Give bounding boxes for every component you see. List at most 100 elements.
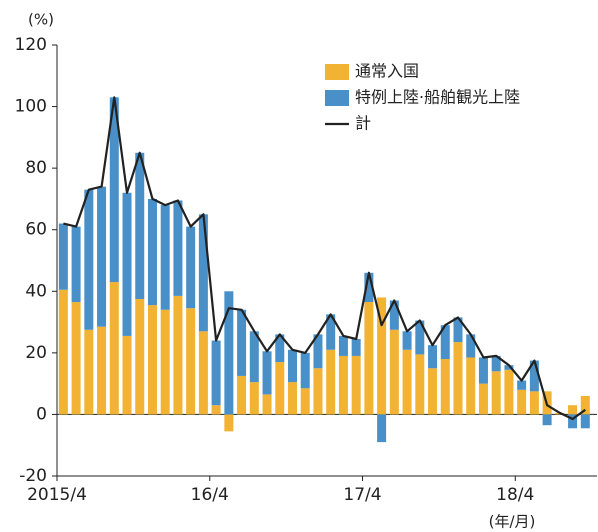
bar — [428, 345, 438, 369]
bar — [402, 349, 412, 415]
bar — [109, 97, 119, 283]
total-line — [63, 96, 586, 421]
bar — [478, 383, 488, 415]
bar — [135, 298, 145, 415]
bar — [440, 325, 450, 360]
bar — [440, 359, 450, 415]
bar — [97, 326, 107, 415]
legend-swatch — [325, 90, 349, 106]
y-tick-label: 120 — [15, 35, 47, 55]
bar — [453, 317, 463, 343]
bar — [351, 355, 361, 415]
bar — [580, 395, 590, 415]
bar — [173, 295, 183, 415]
bar — [84, 189, 94, 330]
bar — [71, 226, 81, 303]
y-tick-label: 0 — [36, 404, 47, 424]
bar — [478, 357, 488, 384]
bar — [211, 340, 221, 406]
legend-label: 通常入国 — [355, 62, 419, 81]
y-tick-label: 40 — [25, 281, 47, 301]
bar — [428, 368, 438, 415]
bar — [504, 365, 514, 370]
bar — [580, 414, 590, 429]
bar — [160, 309, 170, 415]
bar — [542, 414, 552, 426]
bar — [288, 382, 298, 415]
bar — [491, 371, 501, 415]
bar — [58, 289, 68, 415]
bar — [491, 355, 501, 372]
bar — [504, 369, 514, 415]
bar — [529, 391, 539, 415]
x-tick-label: 2015/4 — [27, 485, 87, 505]
bar — [262, 351, 272, 395]
bar — [186, 308, 196, 415]
bar — [97, 186, 107, 327]
bar — [389, 329, 399, 415]
bar — [147, 305, 157, 415]
bar — [351, 339, 361, 356]
bar — [198, 331, 208, 415]
bar — [173, 200, 183, 296]
bar — [275, 334, 285, 363]
bar — [377, 297, 387, 415]
legend-label: 計 — [355, 114, 371, 133]
bar — [147, 198, 157, 306]
bar — [224, 291, 234, 415]
bar — [186, 226, 196, 309]
bar — [300, 352, 310, 389]
bar — [338, 355, 348, 415]
bar — [224, 414, 234, 432]
bar — [313, 368, 323, 415]
bar — [364, 302, 374, 415]
bar — [568, 414, 578, 429]
bar — [275, 362, 285, 415]
bar — [237, 375, 247, 415]
bar — [237, 309, 247, 376]
x-tick-label: 18/4 — [496, 485, 534, 505]
y-tick-label: 80 — [25, 158, 47, 178]
bar — [109, 282, 119, 415]
bar — [466, 334, 476, 358]
bar — [377, 414, 387, 443]
bar — [300, 388, 310, 415]
bar — [160, 205, 170, 310]
bar — [415, 320, 425, 355]
bar — [389, 300, 399, 330]
bar — [262, 394, 272, 415]
bar — [288, 349, 298, 383]
y-tick-label: 60 — [25, 220, 47, 240]
bar — [326, 314, 336, 350]
bar — [326, 349, 336, 415]
y-tick-label: -20 — [19, 466, 47, 486]
bar — [71, 302, 81, 415]
bar — [249, 382, 259, 415]
y-tick-label: 100 — [15, 97, 47, 117]
bar — [249, 331, 259, 383]
bar — [517, 380, 527, 390]
x-tick-label: 16/4 — [191, 485, 229, 505]
bar — [122, 335, 132, 415]
bar — [58, 223, 68, 290]
legend-swatch — [325, 64, 349, 80]
bar — [517, 389, 527, 415]
bar — [338, 335, 348, 356]
y-axis-label: (%) — [28, 11, 54, 29]
bar — [453, 342, 463, 415]
bar — [313, 334, 323, 369]
bar — [568, 405, 578, 415]
bar — [415, 354, 425, 415]
bar — [529, 360, 539, 392]
x-tick-label: 17/4 — [343, 485, 381, 505]
bar — [198, 214, 208, 332]
legend-label: 特例上陸·船舶観光上陸 — [355, 88, 520, 107]
bar — [211, 405, 221, 415]
bar — [364, 272, 374, 303]
x-axis-label: (年/月) — [489, 513, 536, 531]
bar — [466, 357, 476, 415]
bar — [122, 192, 132, 336]
bar — [84, 329, 94, 415]
bar — [402, 331, 412, 350]
